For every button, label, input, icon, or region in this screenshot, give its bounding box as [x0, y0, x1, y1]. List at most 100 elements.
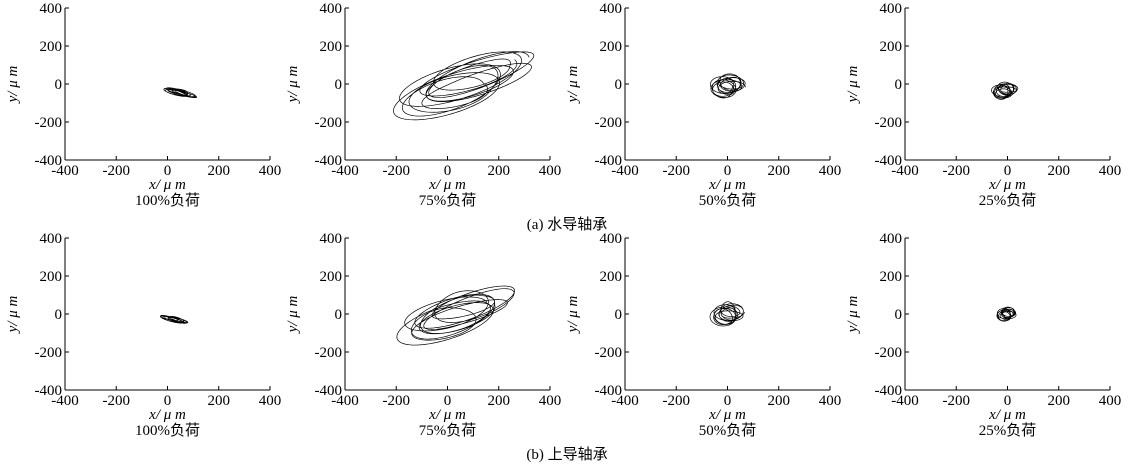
- y-tick-label: 0: [615, 77, 623, 93]
- x-tick-label: 0: [164, 163, 172, 179]
- y-tick-label: 0: [55, 307, 63, 323]
- x-tick-label: -400: [891, 393, 919, 409]
- x-tick-label: -400: [331, 393, 359, 409]
- y-tick-label: 400: [600, 1, 623, 17]
- y-tick-label: 200: [600, 269, 623, 285]
- y-tick-label: 200: [320, 39, 343, 55]
- panel-caption: 50%负荷: [699, 422, 757, 439]
- orbit-panel: 400 200 0 -200 -400-400 -200 0 200 400 x/ μ m y/ μ…: [845, 231, 1121, 439]
- orbit-trajectory: [996, 306, 1017, 322]
- x-tick-label: 0: [164, 393, 172, 409]
- orbit-panel: 400 200 0 -200 -400-400 -200 0 200 400 x/ μ m y/ μ…: [5, 1, 281, 209]
- x-tick-label: -400: [331, 163, 359, 179]
- y-axis-label: y/ μ m: [5, 295, 21, 334]
- y-tick-label: 0: [615, 307, 623, 323]
- x-axis-label: x/ μ m: [148, 177, 186, 193]
- x-tick-label: -400: [51, 163, 79, 179]
- x-tick-label: 400: [259, 163, 282, 179]
- x-tick-label: -400: [611, 163, 639, 179]
- y-tick-label: 200: [880, 39, 903, 55]
- orbit-trajectory: [160, 314, 189, 324]
- x-axis-label: x/ μ m: [708, 407, 746, 423]
- y-tick-label: 400: [320, 231, 343, 247]
- y-axis-label: y/ μ m: [845, 295, 861, 334]
- x-tick-label: 400: [539, 393, 562, 409]
- y-tick-label: -400: [875, 153, 903, 169]
- y-tick-label: 200: [600, 39, 623, 55]
- x-tick-label: 400: [819, 393, 842, 409]
- x-axis-label: x/ μ m: [148, 407, 186, 423]
- orbit-panel: 400 200 0 -200 -400-400 -200 0 200 400 x/ μ m y/ μ…: [285, 231, 561, 439]
- y-tick-label: -200: [875, 115, 903, 131]
- y-tick-label: -200: [315, 345, 343, 361]
- y-tick-label: 400: [600, 231, 623, 247]
- y-tick-label: -400: [35, 383, 63, 399]
- x-tick-label: 200: [768, 163, 791, 179]
- y-tick-label: 400: [320, 1, 343, 17]
- panel-caption: 25%负荷: [979, 422, 1037, 439]
- x-tick-label: 0: [444, 163, 452, 179]
- orbit-trajectory: [163, 87, 198, 99]
- x-tick-label: -200: [663, 163, 691, 179]
- y-axis-label: y/ μ m: [285, 295, 301, 334]
- panel-caption: 75%负荷: [419, 422, 477, 439]
- y-tick-label: -200: [35, 345, 63, 361]
- x-axis-label: x/ μ m: [428, 407, 466, 423]
- x-tick-label: 0: [1004, 163, 1012, 179]
- y-tick-label: 0: [895, 307, 903, 323]
- x-tick-label: 200: [488, 163, 511, 179]
- row-caption-b: (b) 上导轴承: [526, 446, 607, 463]
- x-tick-label: 400: [1099, 163, 1122, 179]
- x-tick-label: 200: [208, 393, 231, 409]
- y-tick-label: -400: [35, 153, 63, 169]
- x-tick-label: -200: [103, 393, 131, 409]
- x-tick-label: 200: [488, 393, 511, 409]
- x-axis-label: x/ μ m: [708, 177, 746, 193]
- x-tick-label: -200: [103, 163, 131, 179]
- y-tick-label: -400: [595, 383, 623, 399]
- x-tick-label: 0: [444, 393, 452, 409]
- y-tick-label: 0: [55, 77, 63, 93]
- y-tick-label: -400: [595, 153, 623, 169]
- row-caption-a: (a) 水导轴承: [527, 216, 607, 233]
- y-tick-label: 0: [335, 307, 343, 323]
- y-tick-label: -400: [875, 383, 903, 399]
- y-tick-label: 400: [880, 1, 903, 17]
- panel-caption: 50%负荷: [699, 192, 757, 209]
- y-axis-label: y/ μ m: [565, 65, 581, 104]
- x-tick-label: -400: [611, 393, 639, 409]
- orbit-trajectory: [709, 73, 746, 99]
- orbit-panel: 400 200 0 -200 -400-400 -200 0 200 400 x/ μ m y/ μ…: [565, 231, 841, 439]
- y-axis-label: y/ μ m: [565, 295, 581, 334]
- x-tick-label: 400: [539, 163, 562, 179]
- x-tick-label: 200: [208, 163, 231, 179]
- y-tick-label: 200: [880, 269, 903, 285]
- x-tick-label: 200: [1048, 393, 1071, 409]
- orbit-panel: 400 200 0 -200 -400-400 -200 0 200 400 x/ μ m y/ μ…: [565, 1, 841, 209]
- x-tick-label: -200: [383, 393, 411, 409]
- x-tick-label: 200: [1048, 163, 1071, 179]
- x-tick-label: -400: [891, 163, 919, 179]
- orbit-trajectory: [396, 285, 515, 346]
- panel-caption: 100%负荷: [135, 422, 200, 439]
- x-tick-label: -200: [943, 163, 971, 179]
- x-axis-label: x/ μ m: [988, 407, 1026, 423]
- orbit-panel: 400 200 0 -200 -400-400 -200 0 200 400 x/ μ m y/ μ…: [845, 1, 1121, 209]
- y-tick-label: 200: [320, 269, 343, 285]
- y-tick-label: 400: [40, 231, 63, 247]
- y-tick-label: -200: [875, 345, 903, 361]
- y-tick-label: -200: [595, 115, 623, 131]
- y-tick-label: 0: [895, 77, 903, 93]
- orbit-panel: 400 200 0 -200 -400-400 -200 0 200 400 x/ μ m y/ μ…: [285, 1, 561, 209]
- y-tick-label: 0: [335, 77, 343, 93]
- orbit-trajectory: [991, 81, 1019, 100]
- x-tick-label: -400: [51, 393, 79, 409]
- x-tick-label: 0: [724, 163, 732, 179]
- y-tick-label: 200: [40, 269, 63, 285]
- y-axis-label: y/ μ m: [845, 65, 861, 104]
- x-tick-label: 200: [768, 393, 791, 409]
- x-tick-label: -200: [663, 393, 691, 409]
- y-tick-label: 200: [40, 39, 63, 55]
- y-axis-label: y/ μ m: [285, 65, 301, 104]
